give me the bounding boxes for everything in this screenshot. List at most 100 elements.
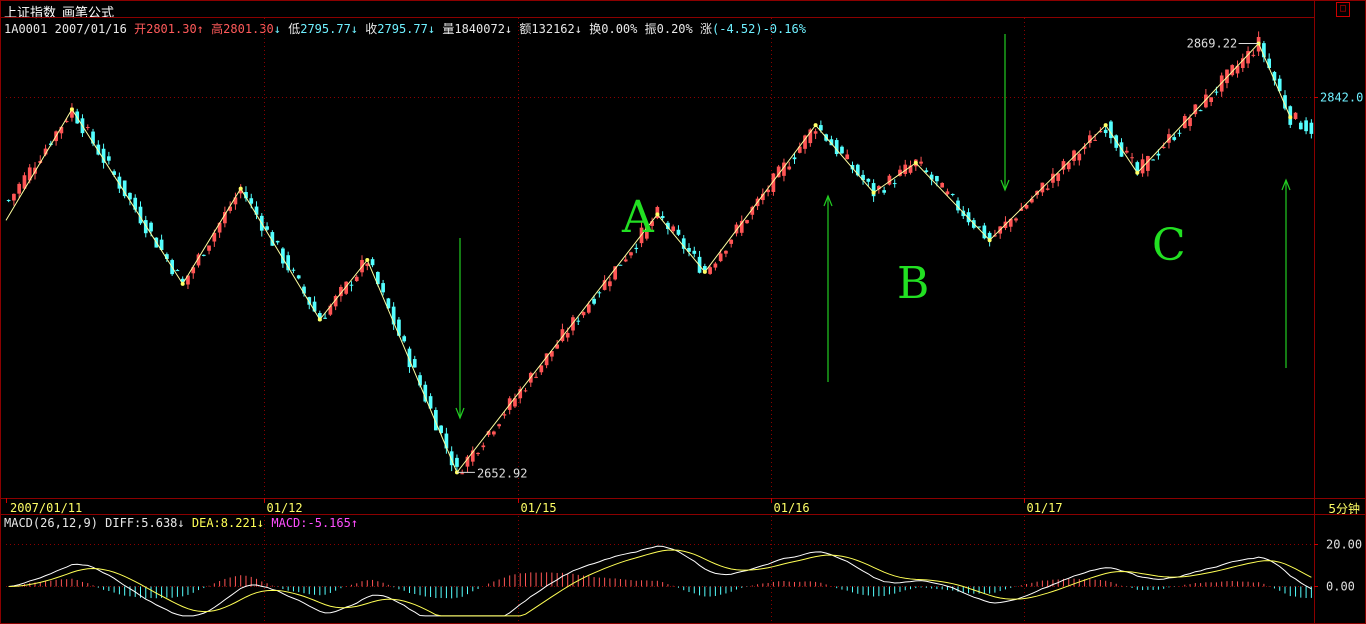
candle-body [1193, 104, 1198, 115]
down-arrow-1-head [455, 407, 465, 420]
diff-arrow-icon: ↓ [177, 516, 185, 530]
candle-body [618, 264, 623, 266]
candle-body [470, 450, 475, 462]
candle-body [418, 375, 422, 386]
candle-body [286, 255, 291, 271]
amount-arrow-icon: ↓ [574, 22, 582, 36]
candle-body [159, 239, 164, 251]
candle-body [1235, 65, 1240, 74]
candle-body [439, 425, 443, 434]
candle-body [1072, 150, 1076, 161]
candle-body [845, 154, 850, 160]
candle-body [143, 220, 148, 234]
candle-body [1225, 69, 1229, 84]
candle-body [217, 222, 222, 233]
candle-body [165, 254, 169, 259]
candle-body [555, 344, 559, 349]
candle-body [497, 424, 501, 427]
trough-label: 2652.92 [477, 466, 528, 480]
candle-body [792, 157, 797, 160]
candle-body [223, 212, 227, 224]
candle-body [70, 107, 74, 118]
zigzag-pivot [871, 190, 876, 195]
candle-body [761, 193, 765, 201]
candle-body [128, 192, 132, 200]
candle-body [138, 206, 143, 224]
x-axis-label: 01/16 [774, 501, 810, 515]
candle-body [1188, 117, 1192, 127]
volume-value: 1840072 [454, 22, 505, 36]
candle-body [265, 226, 269, 230]
amplitude-label: 振 [644, 22, 657, 36]
candle-body [771, 173, 776, 193]
candle-body [518, 389, 523, 399]
candle-body [1172, 137, 1177, 140]
symbol-code: 1A0001 [4, 22, 48, 36]
candle-body [776, 166, 781, 178]
high-arrow-icon: ↓ [273, 22, 281, 36]
candle-body [650, 221, 654, 226]
candle-body [882, 190, 886, 193]
candle-body [249, 198, 254, 204]
close-label: 收 [365, 22, 378, 36]
candle-body [455, 457, 459, 467]
candle-body [908, 165, 913, 173]
candle-body [1277, 78, 1282, 92]
candle-body [22, 175, 27, 189]
candle-body [307, 297, 312, 305]
candle-body [666, 222, 670, 229]
low-arrow-icon: ↓ [350, 22, 359, 36]
annotation-c: C [1152, 220, 1186, 271]
candle-body [1088, 135, 1092, 144]
candle-body [1019, 208, 1024, 211]
candle-body [950, 193, 955, 195]
candle-body [977, 226, 981, 228]
diff-label: DIFF: [105, 516, 142, 530]
candle-body [861, 174, 865, 181]
down-arrow-2-head [1000, 179, 1010, 192]
candle-body [644, 224, 649, 239]
change-label: 涨 [699, 22, 712, 36]
amount-value: 132162 [531, 22, 575, 36]
zigzag-pivot [702, 269, 707, 274]
candle-body [929, 174, 934, 180]
quote-bar: 1A0001 2007/01/16 开2801.30↑ 高2801.30↓ 低2… [4, 20, 806, 37]
candle-body [1151, 159, 1155, 161]
candle-body [829, 139, 834, 146]
candle-body [982, 225, 987, 239]
candle-body [1024, 204, 1029, 209]
open-arrow-icon: ↑ [196, 22, 204, 36]
candle-body [1246, 51, 1250, 64]
macd-diff-line [8, 545, 1312, 617]
candle-body [465, 456, 470, 467]
candle-body [1029, 198, 1034, 203]
candle-body [402, 336, 407, 342]
candle-body [349, 284, 354, 286]
candle-body [228, 206, 232, 211]
candle-body [713, 263, 718, 268]
zigzag-pivot [813, 123, 818, 128]
candle-body [718, 253, 723, 262]
candle-body [592, 298, 596, 304]
candle-body [386, 298, 391, 309]
macd-axis-label: 20.00 [1326, 538, 1362, 552]
candle-body [64, 121, 69, 123]
candle-body [323, 317, 327, 319]
zigzag-pivot [317, 317, 322, 322]
candle-body [397, 319, 401, 336]
candle-body [1008, 218, 1013, 227]
diff-value: 5.638 [141, 516, 178, 530]
candle-body [924, 170, 929, 172]
candle-body [903, 164, 908, 174]
candle-body [1293, 112, 1298, 119]
macd-title: MACD(26,12,9) [4, 516, 98, 530]
period-label[interactable]: 5分钟 [1328, 502, 1360, 516]
window-control-button[interactable]: □ [1336, 2, 1350, 17]
candle-body [370, 259, 375, 266]
candle-body [534, 376, 538, 378]
candle-body [291, 269, 296, 271]
dea-arrow-icon: ↓ [256, 516, 265, 530]
candle-body [560, 329, 565, 342]
candle-body [523, 390, 528, 392]
